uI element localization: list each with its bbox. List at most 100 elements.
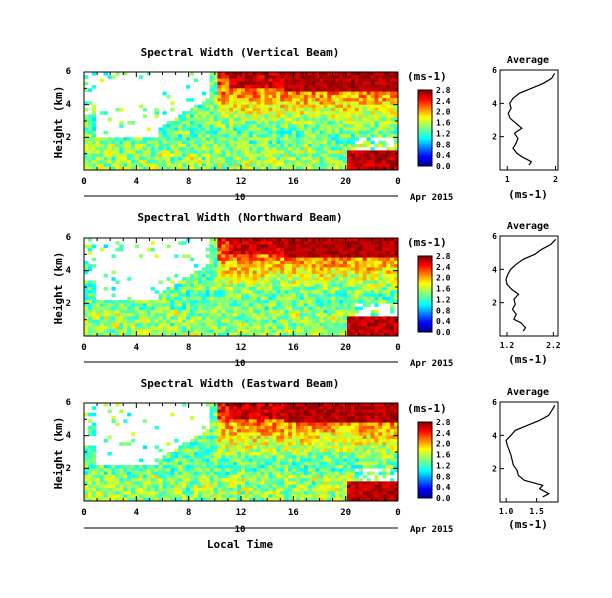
heatmap-cell [123,147,128,151]
heatmap-cell [311,329,316,334]
heatmap-cell [201,147,206,151]
heatmap-cell [237,319,242,324]
heatmap-cell [288,130,293,135]
heatmap-cell [319,322,324,327]
heatmap-cell [213,448,218,453]
heatmap-cell [209,406,214,410]
heatmap-cell [205,455,210,459]
heatmap-cell [260,264,265,268]
heatmap-cell [213,107,218,112]
heatmap-cell [374,117,379,122]
heatmap-cell [205,117,210,122]
heatmap-cell [186,287,191,291]
heatmap-cell [260,329,265,334]
heatmap-cell [213,497,218,502]
heatmap-cell [315,319,320,324]
heatmap-cell [201,267,206,271]
heatmap-cell [244,241,250,245]
heatmap-cell [225,452,230,456]
heatmap-cell [276,273,281,278]
heatmap-cell [217,81,222,86]
heatmap-cell [295,124,301,128]
heatmap-cell [241,429,246,433]
heatmap-cell [91,280,97,285]
heatmap-cell [272,329,277,334]
heatmap-cell [303,326,309,330]
heatmap-cell [158,322,163,327]
heatmap-cell [252,143,257,148]
heatmap-cell [323,104,328,109]
heatmap-cell [311,156,316,161]
heatmap-cell [339,247,344,252]
heatmap-cell [276,267,281,271]
heatmap-cell [272,91,277,96]
heatmap-cell [374,319,379,324]
heatmap-cell [95,478,100,482]
heatmap-cell [225,329,230,334]
heatmap-cell [264,244,269,249]
heatmap-cell [103,326,108,330]
heatmap-cell [166,455,171,459]
heatmap-cell [182,124,187,128]
y-axis-label: Height (km) [52,252,65,325]
heatmap-cell [374,91,379,96]
heatmap-cell [201,425,206,430]
heatmap-cell [217,422,222,427]
heatmap-cell [99,491,104,495]
heatmap-cell [91,264,97,268]
heatmap-cell [154,143,159,148]
heatmap-cell [123,497,128,502]
heatmap-cell [323,316,328,320]
heatmap-cell [315,329,320,334]
heatmap-cell [213,130,218,135]
heatmap-cell [292,153,297,158]
heatmap-cell [288,270,293,275]
heatmap-cell [358,127,363,132]
heatmap-cell [182,332,187,337]
heatmap-cell [189,494,195,499]
heatmap-cell [354,143,360,148]
heatmap-cell [241,88,246,92]
heatmap-cell [288,264,293,268]
heatmap-cell [346,153,352,158]
heatmap-cell [264,238,269,242]
heatmap-cell [87,153,93,158]
heatmap-cell [366,283,371,288]
heatmap-cell [358,287,363,291]
heatmap-cell [252,429,257,433]
heatmap-cell [319,121,324,125]
heatmap-cell [264,85,269,89]
heatmap-cell [288,94,293,99]
heatmap-cell [248,85,254,89]
heatmap-cell [307,104,312,109]
heatmap-cell [288,316,293,320]
x-tick-label: 4 [134,177,140,187]
heatmap-cell [217,293,222,298]
heatmap-cell [197,322,203,327]
heatmap-cell [370,283,375,288]
heatmap-cell [233,452,238,456]
heatmap-cell [248,140,254,145]
heatmap-cell [327,309,332,314]
heatmap-cell [138,316,144,320]
heatmap-cell [350,244,356,249]
heatmap-cell [87,160,93,164]
heatmap-cell [350,98,356,102]
heatmap-cell [111,287,116,291]
heatmap-cell [221,458,226,463]
heatmap-cell [142,153,148,158]
heatmap-cell [386,300,391,304]
heatmap-cell [87,101,93,105]
heatmap-cell [394,332,399,337]
heatmap-cell [284,147,289,151]
heatmap-cell [201,487,206,492]
heatmap-cell [87,491,93,495]
heatmap-cell [303,296,309,301]
heatmap-cell [193,448,199,453]
heatmap-cell [91,121,97,125]
heatmap-cell [295,329,301,334]
heatmap-cell [311,238,316,242]
heatmap-cell [213,471,218,476]
heatmap-cell [233,461,238,466]
